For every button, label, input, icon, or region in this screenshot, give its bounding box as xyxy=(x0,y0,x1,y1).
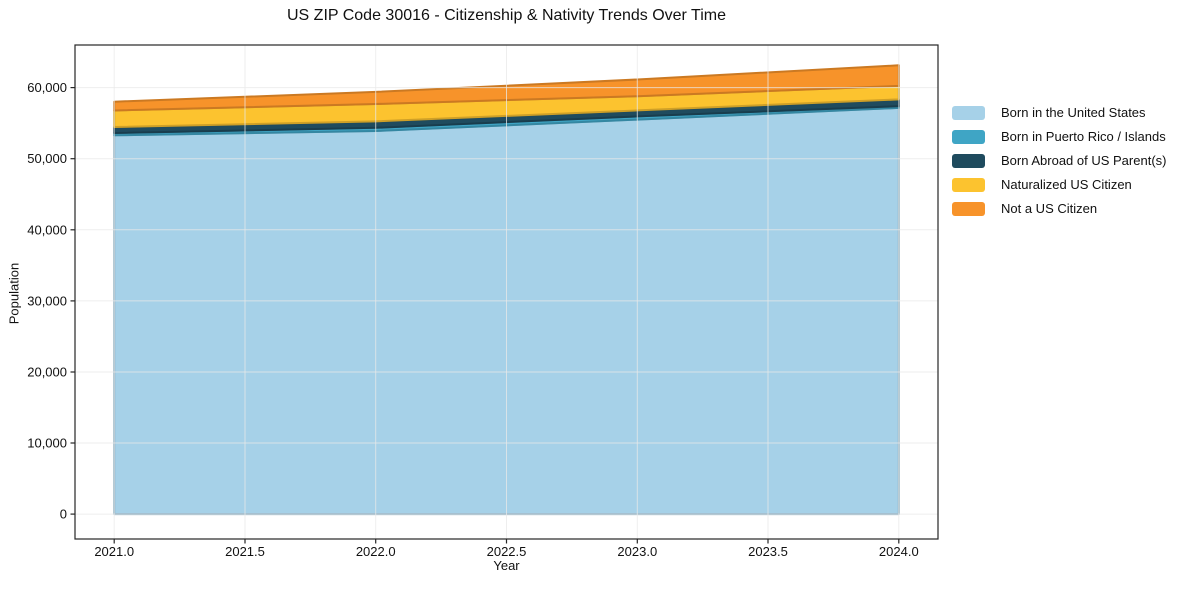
legend-label: Born in Puerto Rico / Islands xyxy=(1001,129,1166,144)
y-tick-label: 0 xyxy=(60,507,67,522)
legend-label: Born in the United States xyxy=(1001,105,1146,120)
legend-item-born-in-the-united-states: Born in the United States xyxy=(952,104,1166,121)
x-tick-label: 2023.0 xyxy=(617,544,657,559)
y-tick-label: 20,000 xyxy=(27,365,67,380)
legend-item-not-a-us-citizen: Not a US Citizen xyxy=(952,200,1166,217)
legend-item-born-in-puerto-rico-islands: Born in Puerto Rico / Islands xyxy=(952,128,1166,145)
y-tick-label: 30,000 xyxy=(27,293,67,308)
y-tick-label: 10,000 xyxy=(27,436,67,451)
legend-label: Born Abroad of US Parent(s) xyxy=(1001,153,1167,168)
legend-swatch xyxy=(952,153,985,168)
x-tick-label: 2023.5 xyxy=(748,544,788,559)
y-tick-label: 50,000 xyxy=(27,151,67,166)
y-tick-label: 40,000 xyxy=(27,222,67,237)
x-axis-title: Year xyxy=(493,558,520,573)
chart-title: US ZIP Code 30016 - Citizenship & Nativi… xyxy=(287,7,726,24)
legend-label: Naturalized US Citizen xyxy=(1001,177,1132,192)
legend-label: Not a US Citizen xyxy=(1001,201,1098,216)
x-tick-label: 2022.0 xyxy=(356,544,396,559)
x-tick-label: 2021.5 xyxy=(225,544,265,559)
legend-swatch xyxy=(952,177,985,192)
y-axis-title: Population xyxy=(6,262,22,325)
legend-swatch xyxy=(952,201,985,216)
x-tick-label: 2024.0 xyxy=(879,544,919,559)
legend-swatch xyxy=(952,129,985,144)
legend-item-born-abroad-of-us-parent-s: Born Abroad of US Parent(s) xyxy=(952,152,1166,169)
legend-swatch xyxy=(952,105,985,120)
x-tick-label: 2021.0 xyxy=(94,544,134,559)
legend-item-naturalized-us-citizen: Naturalized US Citizen xyxy=(952,176,1166,193)
y-tick-label: 60,000 xyxy=(27,80,67,95)
legend: Born in the United States Born in Puerto … xyxy=(952,104,1166,217)
x-tick-label: 2022.5 xyxy=(487,544,527,559)
